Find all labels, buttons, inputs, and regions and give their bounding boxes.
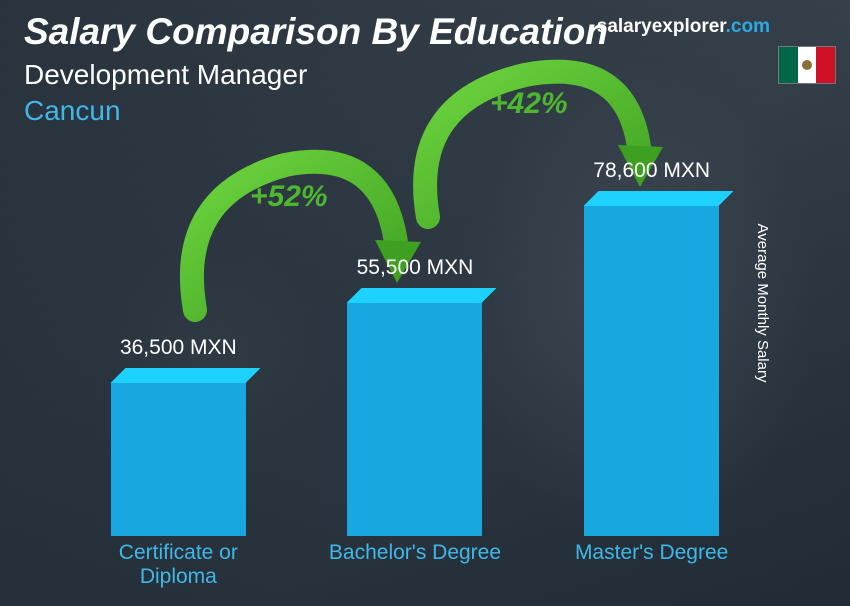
bar-label-0: Certificate or Diploma xyxy=(78,541,278,596)
mexico-flag-icon xyxy=(778,46,836,84)
labels-container: Certificate or Diploma Bachelor's Degree… xyxy=(60,541,770,596)
bar-value-0: 36,500 MXN xyxy=(120,336,237,360)
increase-pct-2: +42% xyxy=(490,87,568,121)
chart-area: +52% +42% 36,500 MXN 55,500 MXN 78,600 M… xyxy=(60,155,770,596)
brand-suffix: .com xyxy=(726,16,770,37)
bar-value-1: 55,500 MXN xyxy=(357,256,474,280)
bars-container: 36,500 MXN 55,500 MXN 78,600 MXN xyxy=(60,155,770,536)
bar-group-2: 78,600 MXN xyxy=(552,159,752,536)
bar-label-2: Master's Degree xyxy=(552,541,752,596)
bar-0 xyxy=(111,368,246,536)
bar-label-1: Bachelor's Degree xyxy=(315,541,515,596)
bar-group-1: 55,500 MXN xyxy=(315,256,515,536)
subtitle: Development Manager xyxy=(24,59,826,91)
brand-logo: salaryexplorer.com xyxy=(597,16,770,38)
bar-1 xyxy=(347,288,482,536)
bar-group-0: 36,500 MXN xyxy=(78,336,278,536)
location: Cancun xyxy=(24,95,826,127)
bar-value-2: 78,600 MXN xyxy=(593,159,710,183)
bar-2 xyxy=(584,191,719,536)
brand-name: salaryexplorer xyxy=(597,16,726,37)
